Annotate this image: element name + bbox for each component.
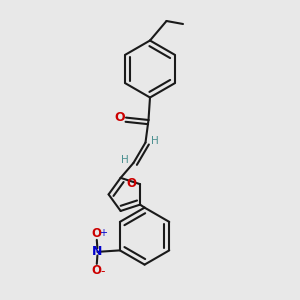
Text: O: O <box>127 177 137 190</box>
Text: O: O <box>114 111 125 124</box>
Text: O: O <box>92 264 102 277</box>
Text: H: H <box>151 136 159 146</box>
Text: -: - <box>100 265 105 278</box>
Text: N: N <box>92 245 103 258</box>
Text: O: O <box>92 227 102 240</box>
Text: H: H <box>121 155 129 165</box>
Text: +: + <box>99 228 107 238</box>
